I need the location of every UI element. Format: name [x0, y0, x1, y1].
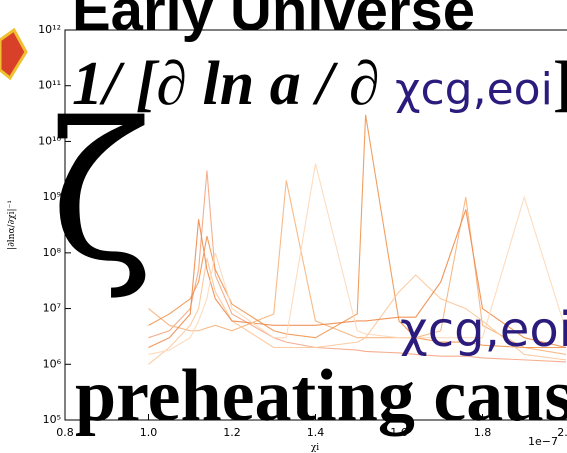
x-tick-label: 1.8	[474, 426, 492, 439]
series-line	[148, 180, 567, 356]
x-tick-label: 1.0	[140, 426, 158, 439]
formula-symbol: χcg,eoi	[395, 64, 553, 115]
y-tick-label: 10⁶	[43, 357, 62, 370]
y-tick-label: 10⁹	[43, 190, 61, 203]
y-tick-label: 10⁷	[43, 302, 61, 315]
plot-lines	[148, 114, 567, 365]
y-tick-label: 10⁵	[43, 413, 61, 426]
x-tick-label: 1.4	[307, 426, 325, 439]
plot-frame	[64, 29, 567, 421]
series-line	[148, 163, 567, 356]
series-line	[148, 258, 567, 365]
formula-prefix: 1/ [∂ ln a / ∂	[72, 50, 395, 118]
x-axis-label: χi	[311, 443, 319, 453]
x-tick-label: 1.6	[390, 426, 408, 439]
y-tick-label: 10⁸	[43, 246, 62, 259]
x-tick-label: 2.0	[557, 426, 567, 439]
y-axis-label: |∂lnα/∂χi|⁻¹	[7, 200, 17, 250]
overlay-symbol: χcg,eoi	[400, 302, 567, 358]
formula-suffix: ]	[553, 50, 567, 118]
overlay-formula: 1/ [∂ ln a / ∂ χcg,eoi]	[72, 50, 567, 118]
y-tick-label: 10¹⁰	[38, 134, 61, 147]
overlay-zeta: ζ	[50, 82, 153, 303]
y-tick-label: 10¹¹	[38, 79, 61, 92]
x-tick-label: 1.2	[223, 426, 241, 439]
axes: 10⁵ 10⁶ 10⁷ 10⁸ 10⁹ 10¹⁰ 10¹¹ 10¹² 0.8 1.0 1.2 1.4 1…	[38, 23, 567, 439]
y-tick-label: 10¹²	[38, 23, 61, 36]
overlay-caption: preheating caust	[75, 355, 567, 437]
series-line	[148, 114, 566, 349]
overlay-title: Early Universe	[72, 0, 475, 43]
x-tick-label: 0.8	[56, 426, 74, 439]
series-line	[148, 209, 567, 349]
x-offset-label: 1e−7	[528, 435, 558, 448]
logo-icon	[0, 27, 28, 81]
